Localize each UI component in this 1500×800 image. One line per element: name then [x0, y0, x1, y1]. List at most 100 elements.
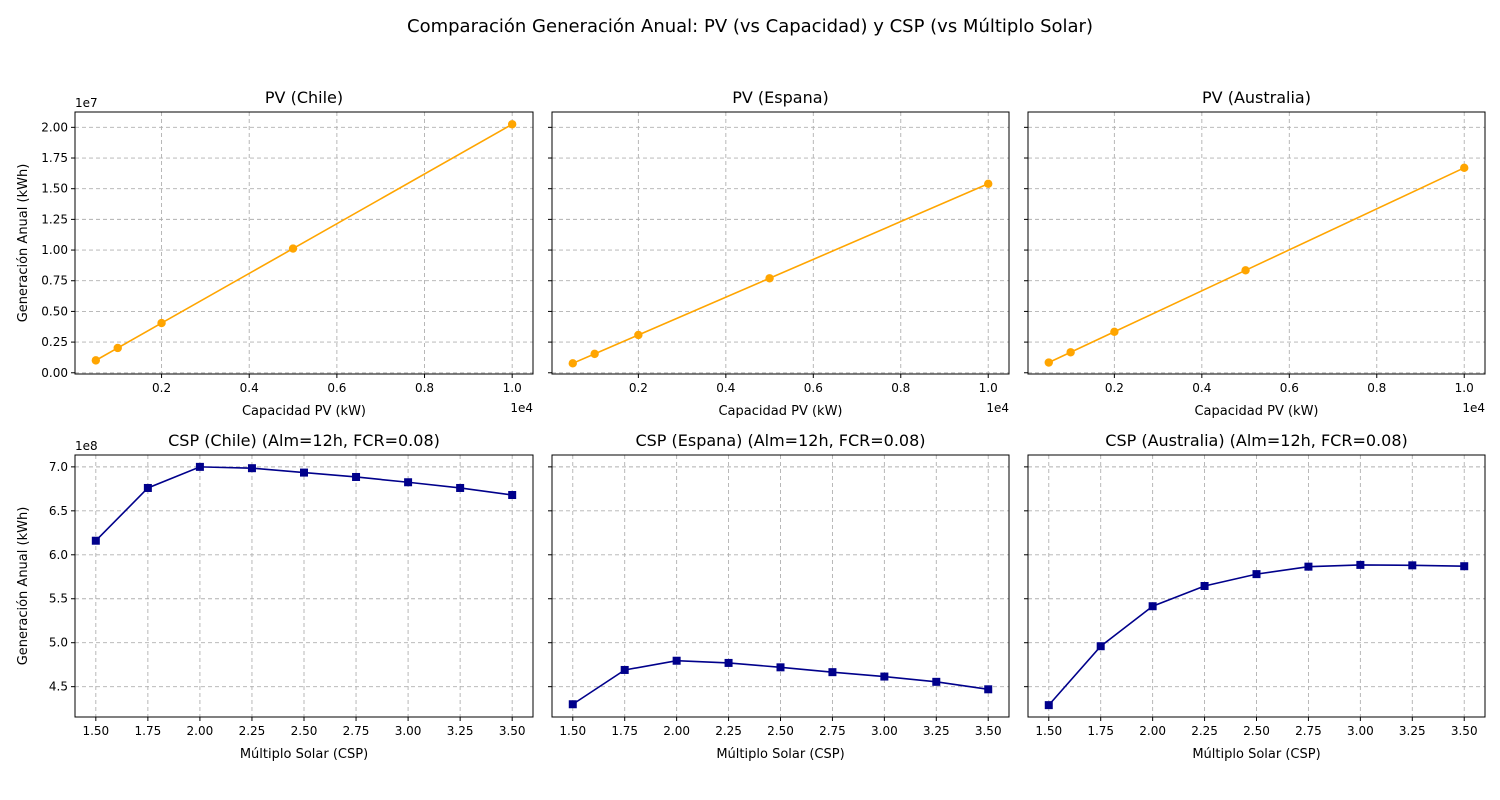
y-offset-label: 1e7 [75, 96, 98, 110]
x-tick-label: 3.00 [871, 724, 898, 738]
y-tick-label: 6.5 [49, 504, 68, 518]
data-point [932, 677, 941, 686]
x-axis-label: Capacidad PV (kW) [718, 404, 842, 419]
axes-frame [1027, 454, 1486, 718]
data-point [1252, 570, 1261, 579]
x-tick-label: 2.50 [767, 724, 794, 738]
data-point [634, 330, 643, 340]
x-tick-label: 0.6 [327, 381, 346, 395]
x-tick-label: 0.2 [1105, 381, 1124, 395]
data-point [1044, 358, 1053, 367]
data-point [113, 343, 122, 353]
data-point [247, 464, 256, 473]
axes-frame [74, 111, 534, 375]
x-tick-label: 3.50 [975, 724, 1002, 738]
panel-title: PV (Chile) [265, 88, 343, 107]
x-tick-label: 0.4 [240, 381, 259, 395]
data-point [404, 478, 413, 487]
x-tick-label: 2.75 [1295, 724, 1322, 738]
x-tick-label: 0.4 [716, 381, 735, 395]
data-point [1044, 701, 1053, 710]
x-tick-label: 3.50 [499, 724, 526, 738]
data-point [508, 491, 517, 500]
data-point [984, 179, 993, 188]
data-point [880, 672, 889, 681]
x-tick-label: 3.00 [1347, 724, 1374, 738]
panel-title: PV (Australia) [1202, 88, 1311, 107]
y-tick-label: 0.25 [41, 335, 68, 349]
x-axis-label: Múltiplo Solar (CSP) [240, 747, 368, 762]
data-point [1460, 163, 1469, 173]
x-tick-label: 2.50 [1243, 724, 1270, 738]
x-tick-label: 0.6 [1280, 381, 1299, 395]
x-tick-label: 3.00 [395, 724, 422, 738]
x-offset-label: 1e4 [986, 401, 1009, 415]
x-tick-label: 0.2 [152, 381, 171, 395]
x-tick-label: 2.25 [239, 724, 266, 738]
data-point [157, 318, 166, 328]
x-axis-label: Capacidad PV (kW) [1194, 404, 1318, 419]
data-point [91, 536, 100, 545]
data-point [724, 658, 733, 667]
data-point [91, 356, 101, 365]
x-tick-label: 0.2 [629, 381, 648, 395]
y-tick-label: 0.75 [41, 274, 68, 288]
y-offset-label: 1e8 [75, 439, 98, 453]
x-tick-label: 1.50 [1035, 724, 1062, 738]
panel-title: CSP (Australia) (Alm=12h, FCR=0.08) [1105, 431, 1407, 450]
panels: 0.2 0.4 0.6 0.8 1.0 0.00 0.25 0.50 0.75 1.00 1.25 1… [16, 88, 1486, 762]
y-tick-label: 0.50 [41, 304, 68, 318]
y-tick-label: 6.0 [49, 548, 68, 562]
panel-4: 1.50 1.75 2.00 2.25 2.50 2.75 3.00 3.25 3.50 CSP … [548, 431, 1010, 762]
x-tick-label: 2.50 [291, 724, 318, 738]
data-point [1241, 266, 1250, 275]
x-tick-label: 0.8 [1367, 381, 1386, 395]
axes-frame [551, 111, 1010, 375]
x-tick-label: 2.75 [819, 724, 846, 738]
data-point [456, 483, 465, 492]
data-point [507, 120, 517, 129]
x-tick-label: 2.00 [1139, 724, 1166, 738]
axes-frame [551, 454, 1010, 718]
data-point [1200, 582, 1209, 590]
x-tick-label: 3.50 [1451, 724, 1478, 738]
x-tick-label: 1.0 [979, 381, 998, 395]
x-tick-label: 1.75 [611, 724, 638, 738]
panel-1: 0.2 0.4 0.6 0.8 1.0 PV (Espana) Capacidad PV (… [548, 88, 1010, 419]
panel-title: CSP (Espana) (Alm=12h, FCR=0.08) [635, 431, 925, 450]
data-point [300, 468, 308, 477]
x-tick-label: 2.25 [715, 724, 742, 738]
y-tick-label: 1.00 [41, 243, 68, 257]
x-tick-label: 1.0 [1455, 381, 1474, 395]
data-point [765, 274, 774, 283]
data-point [568, 700, 577, 709]
x-axis-label: Múltiplo Solar (CSP) [716, 747, 844, 762]
y-tick-label: 2.00 [41, 120, 68, 134]
data-point [590, 349, 599, 359]
data-point [288, 244, 298, 253]
y-tick-label: 0.00 [41, 366, 68, 380]
y-tick-label: 1.50 [41, 182, 68, 196]
panel-0: 0.2 0.4 0.6 0.8 1.0 0.00 0.25 0.50 0.75 1.00 1.25 1… [16, 88, 534, 419]
data-point [1110, 327, 1119, 336]
data-point [568, 359, 577, 368]
y-tick-label: 4.5 [49, 680, 68, 694]
x-tick-label: 3.25 [923, 724, 950, 738]
x-tick-label: 0.6 [804, 381, 823, 395]
panel-3: 1.50 1.75 2.00 2.25 2.50 2.75 3.00 3.25 3.50 4.5 5… [16, 431, 534, 762]
x-tick-label: 1.0 [503, 381, 522, 395]
data-point [1408, 561, 1417, 570]
x-tick-label: 2.25 [1191, 724, 1218, 738]
data-point [776, 663, 785, 672]
y-tick-label: 1.25 [41, 212, 68, 226]
y-tick-label: 5.0 [49, 636, 68, 650]
axes-frame [1027, 111, 1486, 375]
x-tick-label: 2.75 [343, 724, 370, 738]
y-axis-label: Generación Anual (kWh) [16, 507, 31, 666]
figure-title: Comparación Generación Anual: PV (vs Cap… [407, 16, 1093, 37]
data-point [1096, 642, 1105, 651]
panel-title: PV (Espana) [732, 88, 829, 107]
data-point [1356, 560, 1365, 569]
data-point [1066, 348, 1075, 357]
